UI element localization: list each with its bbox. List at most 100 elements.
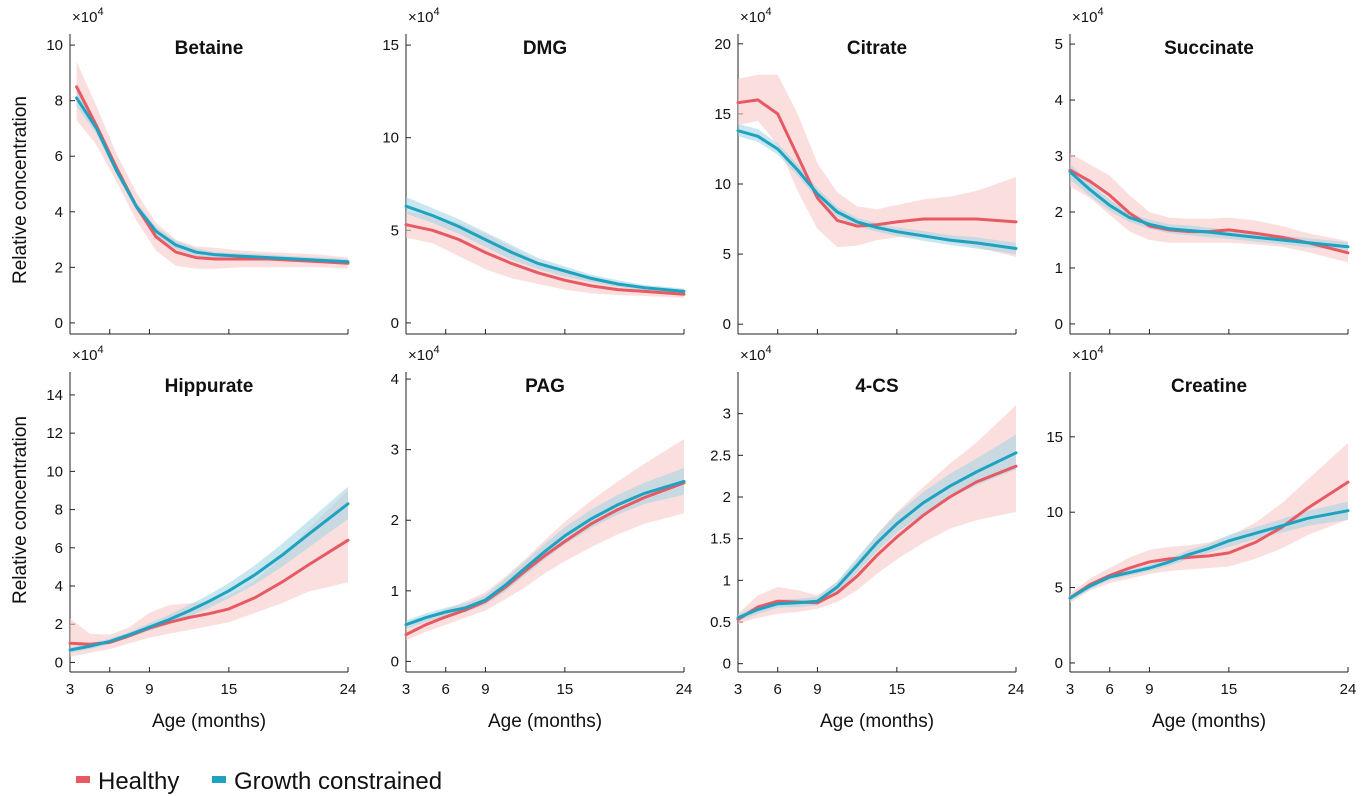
x-tick-label: 3	[1066, 681, 1074, 698]
x-tick-label: 15	[221, 681, 238, 698]
y-multiplier-label: ×104	[408, 6, 440, 26]
legend-swatch-healthy	[76, 776, 90, 783]
healthy-confidence-band	[70, 490, 348, 657]
growth-confidence-band	[738, 434, 1016, 622]
y-tick-label: 2	[723, 489, 731, 506]
growth-series-line	[1068, 509, 1350, 600]
healthy-series-line	[736, 98, 1018, 228]
growth-confidence-band	[1070, 501, 1348, 602]
panel-succinate: 0 1 2 3 4 5 ×104 Succinate	[1055, 6, 1350, 335]
panel-grid: 0246810×104Betaine051015×104DMG05101520×…	[46, 6, 1356, 732]
healthy-confidence-band	[1070, 153, 1348, 263]
y-tick-label: 5	[1055, 36, 1063, 53]
growth-series-line	[736, 129, 1018, 250]
x-tick-label: 24	[676, 681, 693, 698]
x-tick-label: 6	[1106, 681, 1114, 698]
y-tick-label: 12	[46, 425, 63, 442]
panel-4-cs: 0 0.5 1 1.5 2 2.5 3 3 6 9 15 24 ×104 4-CS Age (months)	[710, 344, 1024, 732]
y-tick-label: 0	[55, 654, 63, 671]
y-multiplier-label: ×104	[740, 6, 772, 26]
x-tick-label: 24	[1340, 681, 1357, 698]
growth-series-line	[736, 451, 1018, 620]
y-multiplier-label: ×104	[72, 6, 104, 26]
panel-title: Hippurate	[165, 376, 254, 397]
xlabel: Age (months)	[152, 711, 266, 732]
y-tick-label: 4	[55, 204, 63, 221]
panel-title: Creatine	[1171, 376, 1247, 397]
y-tick-label: 6	[55, 540, 63, 557]
y-multiplier-label: ×104	[1072, 344, 1104, 364]
y-tick-label: 2	[391, 512, 399, 529]
y-tick-label: 5	[723, 246, 731, 263]
legend-label-growth: Growth constrained	[234, 768, 442, 795]
x-tick-label: 3	[66, 681, 74, 698]
legend-label-healthy: Healthy	[98, 768, 179, 795]
panel-dmg: 0 5 10 15 ×104 DMG	[382, 6, 686, 335]
y-tick-label: 1	[1055, 260, 1063, 277]
growth-series-line	[404, 479, 686, 627]
y-tick-label: 4	[1055, 92, 1063, 109]
y-tick-label: 15	[382, 37, 399, 54]
y-multiplier-label: ×104	[1072, 6, 1104, 26]
y-tick-label: 6	[55, 148, 63, 165]
xlabel: Age (months)	[1152, 711, 1266, 732]
healthy-confidence-band	[738, 74, 1016, 257]
y-tick-label: 0	[1055, 316, 1063, 333]
growth-series-line	[75, 96, 350, 264]
y-tick-label: 8	[55, 502, 63, 519]
y-tick-label: 3	[1055, 148, 1063, 165]
y-tick-label: 5	[1055, 580, 1063, 597]
healthy-series-line	[736, 464, 1018, 621]
y-multiplier-label: ×104	[740, 344, 772, 364]
x-tick-label: 6	[106, 681, 114, 698]
x-tick-label: 3	[734, 681, 742, 698]
panel-betaine: 0 2 4 6 8 10 ×104 Betaine	[46, 6, 350, 335]
growth-confidence-band	[406, 468, 684, 629]
y-multiplier-label: ×104	[72, 344, 104, 364]
growth-series-line	[1068, 170, 1350, 249]
growth-series-line	[68, 502, 350, 652]
y-tick-label: 10	[382, 130, 399, 147]
x-tick-label: 6	[442, 681, 450, 698]
panel-creatine: 0 5 10 15 3 6 9 15 24 ×104 Creatine Age (months)	[1046, 344, 1356, 732]
y-tick-label: 4	[391, 371, 399, 388]
y-tick-label: 5	[391, 222, 399, 239]
y-tick-label: 3	[723, 406, 731, 423]
y-tick-label: 2	[55, 259, 63, 276]
healthy-confidence-band	[738, 405, 1016, 624]
y-tick-label: 3	[391, 442, 399, 459]
panel-pag: 0 1 2 3 4 3 6 9 15 24 ×104 PAG Age (months)	[391, 344, 693, 732]
x-tick-label: 24	[1008, 681, 1025, 698]
ylabel-bottom: Relative concentration	[10, 416, 31, 604]
y-tick-label: 10	[46, 37, 63, 54]
y-tick-label: 0	[391, 315, 399, 332]
y-tick-label: 15	[714, 106, 731, 123]
x-tick-label: 9	[1145, 681, 1153, 698]
healthy-confidence-band	[1070, 442, 1348, 603]
y-tick-label: 15	[1046, 429, 1063, 446]
y-tick-label: 0	[391, 653, 399, 670]
legend-swatch-growth	[212, 776, 226, 783]
xlabel: Age (months)	[488, 711, 602, 732]
x-tick-label: 24	[340, 681, 357, 698]
y-tick-label: 4	[55, 578, 63, 595]
healthy-series-line	[404, 481, 686, 637]
y-tick-label: 0	[723, 656, 731, 673]
y-tick-label: 20	[714, 36, 731, 53]
y-tick-label: 0	[723, 316, 731, 333]
ylabel-top: Relative concentration	[10, 96, 31, 284]
panel-title: PAG	[525, 376, 565, 397]
y-tick-label: 8	[55, 93, 63, 110]
y-tick-label: 1	[723, 572, 731, 589]
y-tick-label: 2.5	[710, 447, 731, 464]
x-tick-label: 6	[774, 681, 782, 698]
x-tick-label: 15	[1221, 681, 1238, 698]
growth-series-line	[404, 204, 686, 293]
y-tick-label: 0	[55, 315, 63, 332]
x-tick-label: 9	[481, 681, 489, 698]
y-tick-label: 2	[55, 616, 63, 633]
panel-citrate: 0 5 10 15 20 ×104 Citrate	[714, 6, 1018, 335]
x-tick-label: 9	[813, 681, 821, 698]
panel-title: DMG	[523, 38, 567, 59]
x-tick-label: 15	[889, 681, 906, 698]
